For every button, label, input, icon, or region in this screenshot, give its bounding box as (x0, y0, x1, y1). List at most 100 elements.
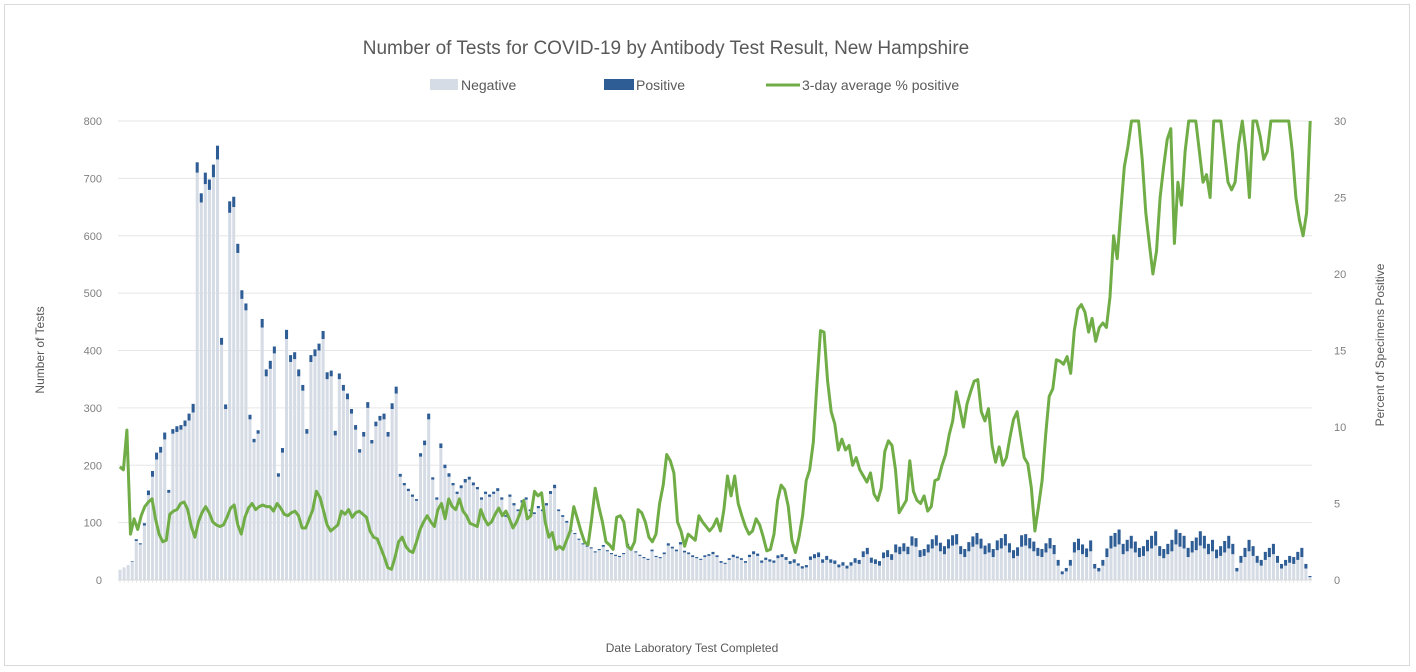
bar-negative (747, 557, 752, 580)
x-axis-label: Date Laboratory Test Completed (606, 641, 779, 655)
bar-positive (691, 555, 695, 558)
bar-negative (715, 557, 719, 580)
left-axis-ticks: 0 100 200 300 400 500 600 700 800 (84, 116, 102, 587)
bar-positive (707, 554, 711, 556)
bar-positive (609, 553, 613, 555)
bar-negative (333, 435, 337, 580)
bar-negative (187, 420, 191, 580)
bar-positive (1109, 535, 1113, 549)
bar-positive (362, 431, 366, 437)
bar-positive (1275, 555, 1280, 563)
bar-positive (869, 557, 873, 563)
bar-positive (1064, 567, 1068, 572)
bar-negative (374, 426, 378, 580)
bar-negative (325, 379, 329, 580)
bar-negative (581, 544, 585, 580)
bar-negative (967, 551, 971, 580)
bar-negative (520, 502, 524, 580)
bar-positive (593, 551, 597, 553)
bar-positive (955, 534, 959, 545)
bar-negative (983, 554, 987, 580)
bar-positive (898, 546, 902, 555)
bar-negative (382, 419, 386, 580)
bar-positive (211, 164, 215, 178)
bar-positive (431, 477, 435, 480)
bar-positive (987, 543, 991, 553)
bar-positive (394, 386, 398, 394)
bar-positive (1044, 543, 1048, 553)
bars (118, 145, 1312, 581)
y-tick-label: 0 (96, 575, 102, 587)
bar-positive (642, 557, 646, 559)
bar-negative (301, 390, 305, 580)
bar-negative (1259, 565, 1263, 580)
bar-positive (930, 539, 934, 549)
bar-negative (1190, 552, 1194, 580)
bar-positive (142, 523, 146, 526)
bar-negative (756, 555, 760, 580)
bar-negative (410, 496, 414, 580)
bar-negative (1052, 554, 1056, 580)
bar-negative (841, 565, 845, 580)
bar-negative (869, 562, 873, 580)
bar-positive (1178, 532, 1182, 547)
bar-negative (1089, 551, 1093, 580)
bar-positive (601, 545, 605, 547)
bar-positive (683, 550, 687, 553)
bar-positive (1284, 559, 1288, 566)
bar-positive (1076, 538, 1081, 551)
bar-negative (918, 557, 922, 580)
bar-positive (496, 488, 500, 492)
bar-positive (926, 544, 930, 553)
bar-negative (865, 554, 869, 580)
bar-negative (1125, 551, 1129, 580)
right-axis-ticks: 0 5 10 15 20 25 30 (1334, 116, 1346, 587)
y2-tick-label: 20 (1334, 269, 1346, 281)
bar-positive (613, 554, 618, 556)
bar-positive (865, 547, 869, 555)
bar-positive (378, 415, 382, 421)
bar-positive (402, 483, 406, 486)
bar-negative (536, 508, 540, 580)
bar-positive (467, 476, 471, 480)
bar-negative (248, 419, 252, 580)
bar-positive (882, 552, 886, 559)
bar-positive (370, 440, 374, 444)
bar-positive (577, 538, 581, 540)
bar-negative (268, 368, 272, 580)
bar-negative (1036, 555, 1040, 580)
bar-negative (951, 545, 955, 580)
bar-positive (419, 453, 423, 457)
bar-negative (146, 495, 150, 580)
bar-negative (817, 557, 821, 580)
bar-negative (1206, 554, 1210, 580)
bar-positive (983, 545, 987, 555)
bar-positive (634, 551, 638, 553)
bar-negative (942, 554, 946, 580)
bar-negative (695, 558, 699, 580)
bar-positive (788, 561, 792, 564)
bar-negative (601, 546, 605, 580)
bar-positive (309, 355, 313, 362)
bar-negative (687, 554, 691, 580)
bar-negative (1109, 548, 1113, 580)
bar-positive (967, 542, 971, 552)
bar-negative (1243, 557, 1247, 580)
bar-positive (723, 562, 727, 564)
bar-positive (297, 369, 301, 377)
bar-positive (739, 558, 743, 560)
bar-positive (1280, 563, 1284, 569)
bar-positive (1072, 542, 1076, 553)
y-tick-label: 200 (84, 460, 102, 472)
bar-negative (504, 516, 508, 580)
bar-negative (496, 491, 500, 580)
bar-positive (963, 549, 967, 558)
bar-negative (516, 511, 520, 580)
legend-swatch-positive (604, 79, 634, 90)
bar-positive (1158, 546, 1162, 556)
bar-positive (256, 430, 260, 434)
y-tick-label: 100 (84, 518, 102, 530)
bar-negative (553, 488, 557, 580)
bar-negative (532, 514, 536, 580)
bar-positive (914, 538, 918, 547)
